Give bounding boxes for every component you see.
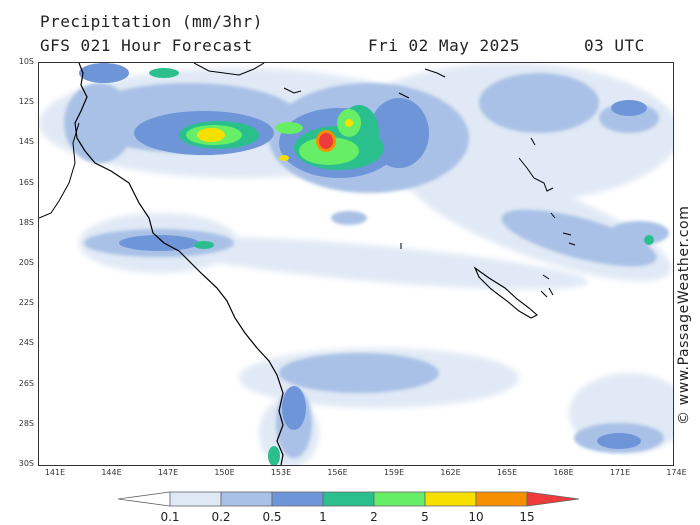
forecast-label: GFS 021 Hour Forecast (40, 36, 253, 55)
longitude-label: 156E (327, 468, 348, 477)
latitude-label: 18S (18, 217, 34, 227)
longitude-label: 171E (609, 468, 631, 477)
latitude-label: 20S (18, 258, 34, 267)
legend-label: 10 (468, 510, 484, 524)
legend-label: 2 (370, 510, 378, 524)
latitude-label: 12S (18, 97, 34, 107)
legend-swatch (373, 491, 426, 507)
latitude-label: 14S (18, 137, 34, 147)
legend-label: 0.5 (262, 510, 282, 524)
new-caledonia (473, 266, 538, 319)
legend-label: 15 (519, 510, 535, 524)
vanuatu-islands (518, 157, 554, 192)
longitude-label: 168E (553, 468, 574, 477)
island-outline (550, 212, 556, 219)
island-outline (398, 92, 410, 99)
legend-label: 0.2 (211, 510, 231, 524)
longitude-label: 150E (214, 468, 235, 477)
latitude-label: 10S (18, 57, 34, 66)
island-outline (283, 87, 302, 94)
longitude-label: 141E (44, 468, 66, 477)
precip-max-cell (316, 130, 336, 152)
latitude-label: 16S (18, 177, 34, 187)
forecast-time: 03 UTC (584, 36, 645, 55)
longitude-label: 174E (666, 468, 687, 477)
legend-swatch (475, 491, 528, 507)
legend-label: 0.1 (160, 510, 180, 524)
loyalty-islands (540, 274, 554, 298)
legend-label: 5 (421, 510, 429, 524)
map-canvas (39, 63, 673, 465)
legend-swatch (526, 491, 580, 507)
longitude-label: 144E (101, 468, 122, 477)
latitude-label: 22S (18, 298, 34, 308)
legend-swatch (220, 491, 273, 507)
legend-swatch (169, 491, 222, 507)
island-outline (530, 137, 536, 146)
precipitation-legend (117, 491, 580, 507)
latitude-label: 30S (18, 459, 34, 468)
longitude-label: 162E (440, 468, 461, 477)
legend-swatch (424, 491, 477, 507)
png-coastline (193, 63, 265, 76)
legend-swatch (271, 491, 324, 507)
longitude-label: 165E (496, 468, 518, 477)
map-title: Precipitation (mm/3hr) (40, 12, 263, 31)
island-outline (562, 232, 576, 246)
legend-swatch (117, 491, 171, 507)
latitude-label: 24S (18, 338, 34, 348)
longitude-label: 159E (383, 468, 405, 477)
longitude-label: 147E (157, 468, 179, 477)
precipitation-map (38, 62, 674, 466)
island-outline (424, 68, 446, 78)
australia-coastline (74, 63, 284, 465)
latitude-label: 26S (18, 378, 34, 388)
legend-label: 1 (319, 510, 327, 524)
forecast-date: Fri 02 May 2025 (368, 36, 520, 55)
precip-yellow-areas (197, 119, 353, 161)
longitude-label: 153E (270, 468, 292, 477)
legend-swatch (322, 491, 375, 507)
latitude-label: 28S (18, 418, 34, 428)
copyright-credit: © www.PassageWeather.com (676, 205, 692, 425)
gulf-coastline (39, 122, 80, 219)
